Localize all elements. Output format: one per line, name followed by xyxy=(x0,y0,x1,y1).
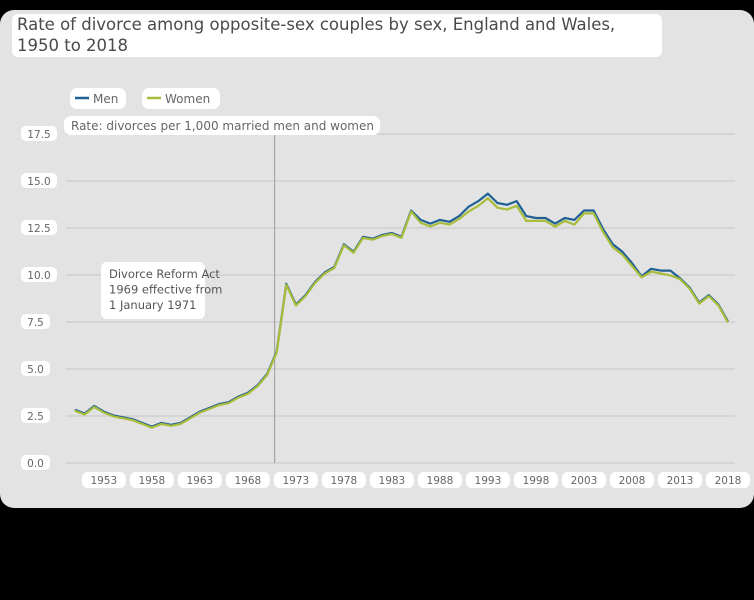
y-axis-label-group: Rate: divorces per 1,000 married men and… xyxy=(64,116,380,135)
y-axis-label: Rate: divorces per 1,000 married men and… xyxy=(71,119,374,133)
x-tick-label: 2013 xyxy=(667,475,694,487)
y-tick: 17.5 xyxy=(21,126,57,141)
legend-chip xyxy=(142,88,220,109)
x-tick-label: 1988 xyxy=(427,475,454,487)
annotation-line: 1 January 1971 xyxy=(109,298,197,312)
x-tick-chip xyxy=(273,472,318,488)
y-tick-chip xyxy=(21,455,50,470)
series-line-women xyxy=(74,197,729,429)
legend-item-men[interactable]: Men xyxy=(70,88,126,109)
x-tick: 1983 xyxy=(369,472,414,488)
x-tick-label: 1968 xyxy=(234,475,261,487)
y-tick-label: 0.0 xyxy=(27,458,44,470)
x-tick-chip xyxy=(657,472,702,488)
x-tick-chip xyxy=(369,472,414,488)
x-tick-chip xyxy=(225,472,270,488)
x-tick: 1968 xyxy=(225,472,270,488)
x-tick-chip xyxy=(177,472,222,488)
x-tick-label: 2003 xyxy=(571,475,598,487)
x-tick: 2003 xyxy=(561,472,606,488)
series-lines xyxy=(74,192,729,429)
x-tick: 1953 xyxy=(81,472,126,488)
y-tick-chip xyxy=(21,173,57,188)
x-tick-label: 1963 xyxy=(186,475,213,487)
y-tick-chip xyxy=(21,220,57,235)
legend-label: Women xyxy=(165,92,210,106)
y-tick: 5.0 xyxy=(21,361,50,376)
x-tick-chip xyxy=(129,472,174,488)
x-tick-label: 1998 xyxy=(523,475,550,487)
x-tick: 1988 xyxy=(417,472,462,488)
x-tick-chip xyxy=(561,472,606,488)
x-tick-chip xyxy=(706,472,750,488)
y-tick-chip xyxy=(21,267,57,282)
chart-title: Rate of divorce among opposite-sex coupl… xyxy=(12,14,662,58)
legend-item-women[interactable]: Women xyxy=(142,88,220,109)
y-tick-label: 10.0 xyxy=(27,270,50,282)
x-tick: 1978 xyxy=(321,472,366,488)
x-tick-chip xyxy=(81,472,126,488)
x-tick: 1958 xyxy=(129,472,174,488)
legend-label: Men xyxy=(93,92,118,106)
y-tick: 12.5 xyxy=(21,220,57,235)
y-tick: 2.5 xyxy=(21,408,50,423)
y-tick-label: 7.5 xyxy=(27,317,44,329)
x-tick: 2013 xyxy=(657,472,702,488)
x-tick-label: 2008 xyxy=(619,475,646,487)
x-tick-label: 1953 xyxy=(90,475,117,487)
x-tick-chip xyxy=(321,472,366,488)
y-tick: 0.0 xyxy=(21,455,50,470)
x-tick-chip xyxy=(465,472,510,488)
x-tick-label: 1973 xyxy=(283,475,310,487)
y-tick: 7.5 xyxy=(21,314,50,329)
y-tick: 15.0 xyxy=(21,173,57,188)
y-tick-chip xyxy=(21,408,50,423)
y-tick-label: 12.5 xyxy=(27,223,50,235)
x-tick-label: 2018 xyxy=(715,475,742,487)
x-tick: 1998 xyxy=(513,472,558,488)
x-tick: 1993 xyxy=(465,472,510,488)
annotation-line: 1969 effective from xyxy=(109,283,222,297)
y-tick-chip xyxy=(21,126,57,141)
y-tick-label: 5.0 xyxy=(27,364,44,376)
x-tick: 1963 xyxy=(177,472,222,488)
x-tick: 1973 xyxy=(273,472,318,488)
y-tick-chip xyxy=(21,314,50,329)
x-tick-label: 1983 xyxy=(379,475,406,487)
x-tick-label: 1958 xyxy=(138,475,165,487)
x-axis-ticks: 1953 1958 1963 1968 1973 1978 1983 1988 1993 1998… xyxy=(81,472,750,488)
y-tick-label: 17.5 xyxy=(27,129,50,141)
y-tick-chip xyxy=(21,361,50,376)
annotation-line: Divorce Reform Act xyxy=(109,267,220,281)
y-tick: 10.0 xyxy=(21,267,57,282)
y-axis-ticks: 0.0 2.5 5.0 7.5 10.0 12.5 15.0 17.5 xyxy=(21,126,57,470)
x-tick-chip xyxy=(513,472,558,488)
legend-chip xyxy=(70,88,126,109)
x-tick: 2008 xyxy=(609,472,654,488)
y-tick-label: 2.5 xyxy=(27,411,44,423)
x-tick-label: 1993 xyxy=(475,475,502,487)
x-tick-label: 1978 xyxy=(331,475,358,487)
annotation-box xyxy=(101,262,205,319)
y-tick-label: 15.0 xyxy=(27,176,50,188)
x-tick-chip xyxy=(609,472,654,488)
legend[interactable]: Men Women xyxy=(70,88,220,109)
x-tick-chip xyxy=(417,472,462,488)
y-axis-label-chip xyxy=(64,116,380,135)
x-tick: 2018 xyxy=(706,472,750,488)
